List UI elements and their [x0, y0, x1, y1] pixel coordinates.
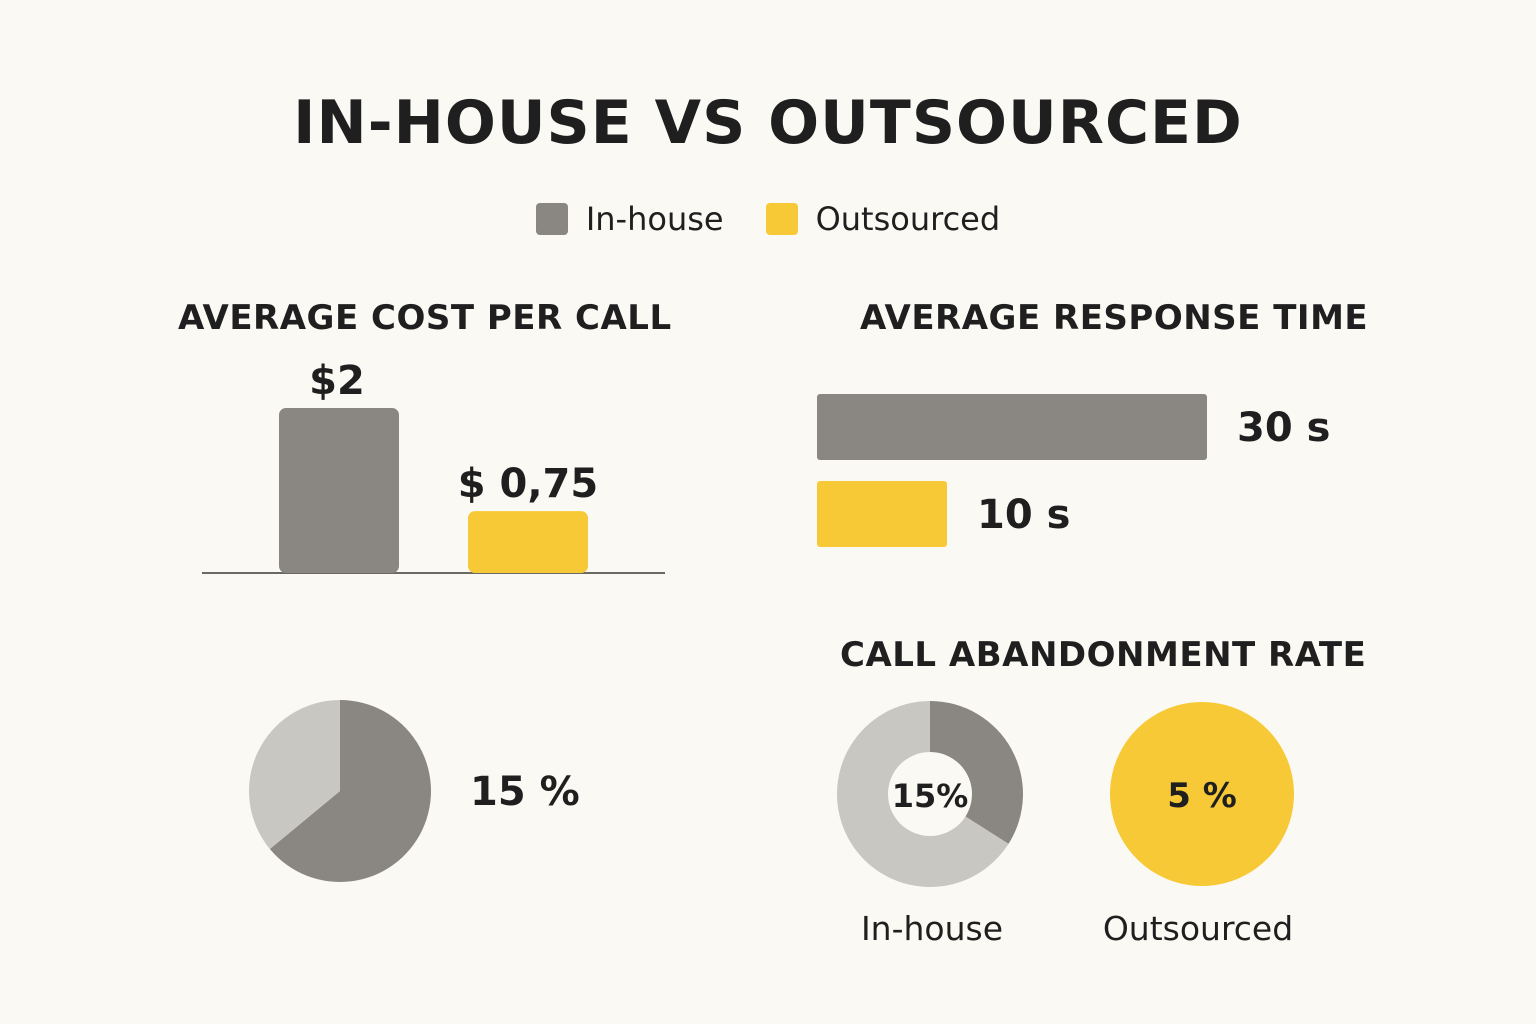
- abandonment-outsourced-name-label: Outsourced: [1103, 909, 1293, 948]
- pie-value-label: 15 %: [470, 769, 580, 815]
- cost-bar-in-house: [279, 408, 399, 573]
- response-bar-outsourced: [817, 481, 947, 547]
- abandonment-in-house-name-label: In-house: [861, 909, 1003, 948]
- response-value-label-outsourced: 10 s: [977, 492, 1070, 538]
- response-chart-title: AVERAGE RESPONSE TIME: [860, 298, 1369, 338]
- page-title: IN-HOUSE VS OUTSOURCED: [293, 88, 1243, 158]
- abandonment-in-house-center-label: 15%: [892, 777, 969, 815]
- legend-swatch-in-house: [535, 203, 568, 235]
- cost-value-label-in-house: $2: [309, 358, 365, 404]
- legend-label-outsourced: Outsourced: [815, 200, 1001, 238]
- abandonment-chart-title: CALL ABANDONMENT RATE: [840, 635, 1367, 675]
- legend-item-outsourced: Outsourced: [765, 200, 1001, 238]
- legend-label-in-house: In-house: [585, 200, 724, 238]
- cost-value-label-outsourced: $ 0,75: [458, 461, 598, 507]
- legend-swatch-outsourced: [765, 203, 798, 235]
- cost-bar-outsourced: [468, 511, 588, 573]
- abandonment-outsourced-slice-0: [1109, 702, 1294, 886]
- abandonment-in-house-donut-hole: [888, 752, 972, 836]
- response-value-label-in-house: 30 s: [1237, 405, 1330, 451]
- legend: In-house Outsourced: [0, 200, 1536, 238]
- pie-slice-dark: [269, 700, 431, 883]
- legend-item-in-house: In-house: [535, 200, 724, 238]
- abandonment-outsourced-center-label: 5 %: [1167, 776, 1237, 816]
- cost-chart-title: AVERAGE COST PER CALL: [178, 298, 672, 338]
- pie-slice-light: [249, 700, 340, 850]
- response-bar-in-house: [817, 394, 1207, 460]
